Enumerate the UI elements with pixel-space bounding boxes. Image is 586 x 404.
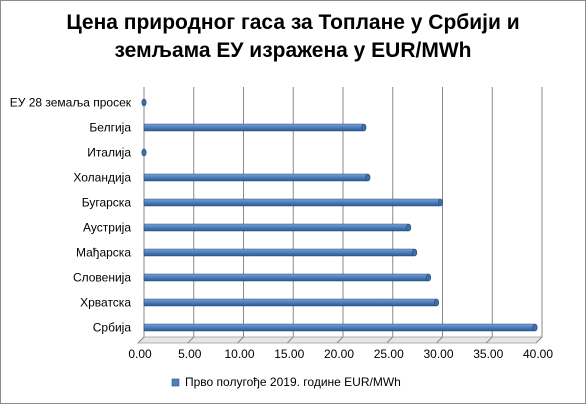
bar	[143, 248, 415, 257]
x-tick-label: 35.00	[473, 347, 503, 361]
bar-end-cap	[426, 273, 432, 282]
x-tick-label: 40.00	[523, 347, 553, 361]
y-category-label: Аустрија	[83, 221, 131, 235]
bar-end-cap	[141, 98, 147, 107]
bar	[143, 323, 536, 332]
gridline-depth	[237, 336, 244, 344]
bar-end-cap	[361, 123, 367, 132]
bar-end-cap	[434, 298, 440, 307]
y-category-label: Италија	[87, 146, 131, 160]
y-category-label: Бугарска	[82, 196, 132, 210]
y-category-label: Словенија	[73, 271, 131, 285]
x-tick-label: 30.00	[423, 347, 453, 361]
y-category-label: Мађарска	[76, 246, 131, 260]
bar-end-cap	[141, 148, 147, 157]
gridline-depth	[187, 336, 195, 344]
x-tick-label: 25.00	[374, 347, 404, 361]
y-category-label: Белгија	[89, 121, 131, 135]
bar-end-cap	[412, 248, 418, 257]
y-category-label: Холандија	[73, 171, 131, 185]
chart-title: Цена природног гаса за Топлане у Србији …	[1, 9, 585, 65]
gridline-depth	[436, 336, 443, 344]
gridline-depth	[535, 336, 543, 344]
bar-end-cap	[406, 223, 412, 232]
bar	[143, 298, 437, 307]
x-tick-label: 15.00	[274, 347, 304, 361]
bar	[143, 223, 409, 232]
bar	[143, 198, 441, 207]
legend-swatch	[171, 378, 180, 387]
gridline-depth	[286, 336, 294, 344]
gridline-depth	[485, 336, 493, 344]
bar	[143, 273, 429, 282]
bar-end-cap	[438, 198, 444, 207]
y-category-label: ЕУ 28 земаља просек	[10, 96, 132, 110]
chart-title-line-1: Цена природног гаса за Топлане у Србији …	[66, 11, 520, 34]
chart-title-line-2: земљама ЕУ изражена у EUR/MWh	[114, 39, 472, 62]
x-tick-label: 10.00	[224, 347, 254, 361]
bar-end-cap	[365, 173, 371, 182]
gridline-depth	[386, 336, 394, 344]
x-tick-label: 0.00	[128, 347, 152, 361]
bar	[143, 123, 365, 132]
x-tick-label: 5.00	[178, 347, 202, 361]
x-tick-label: 20.00	[324, 347, 354, 361]
gridline-depth	[137, 336, 145, 344]
legend-label: Прво полугође 2019. године EUR/MWh	[185, 375, 401, 389]
bar-end-cap	[532, 323, 538, 332]
bar	[143, 173, 369, 182]
gridline-depth	[336, 336, 344, 344]
y-category-label: Хрватска	[80, 296, 131, 310]
y-category-label: Србија	[93, 321, 132, 335]
